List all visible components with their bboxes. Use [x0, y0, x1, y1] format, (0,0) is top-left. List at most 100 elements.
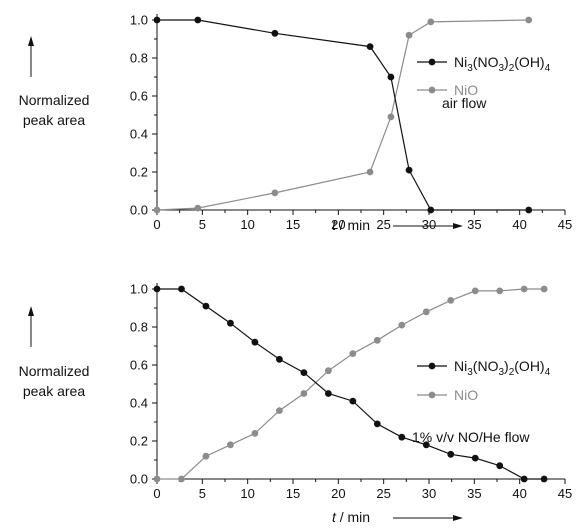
data-point-nio: [427, 18, 435, 26]
x-tick-label: 15: [286, 217, 300, 232]
data-point-nitrate: [373, 420, 381, 428]
data-point-nio: [520, 285, 528, 293]
formula-part: (OH): [514, 358, 544, 374]
formula-part: ): [504, 358, 509, 374]
data-point-nio: [251, 430, 259, 437]
x-axis-arrow-head: [453, 515, 463, 521]
y-tick-label: 0.0: [130, 472, 148, 487]
data-point-nio: [349, 350, 357, 357]
data-point-nitrate: [271, 29, 279, 37]
formula-subscript: 3: [498, 63, 504, 74]
y-tick-label: 0.8: [130, 51, 148, 66]
data-point-nio: [387, 113, 395, 121]
x-tick-label: 30: [422, 486, 436, 501]
data-point-nitrate: [251, 338, 259, 346]
y-axis-label-line-2: peak area: [23, 112, 85, 128]
x-axis-label-variable: t: [332, 509, 337, 525]
data-point-nio: [525, 16, 533, 24]
x-axis-label-variable: t: [332, 217, 337, 233]
y-tick-label: 0.8: [130, 320, 148, 335]
data-point-nitrate: [276, 355, 283, 363]
x-tick-label: 25: [376, 217, 390, 232]
data-point-nio: [276, 407, 283, 414]
data-point-nitrate: [427, 206, 435, 214]
legend-nio-marker: [428, 86, 436, 94]
formula-subscript: 3: [467, 367, 473, 378]
series-nitrate-line: [157, 288, 545, 480]
data-point-nitrate: [520, 475, 528, 483]
y-tick-label: 0.6: [130, 358, 148, 373]
formula-part: NiO: [454, 82, 478, 98]
formula-subscript: 2: [509, 367, 515, 378]
legend-nitrate-marker: [428, 58, 436, 66]
formula-part: (NO: [473, 358, 499, 374]
data-point-nio: [324, 367, 332, 375]
x-tick-label: 0: [153, 486, 160, 501]
formula-part: (OH): [514, 54, 544, 70]
data-point-nio: [496, 287, 504, 295]
series-nitrate-line: [157, 19, 529, 211]
data-point-nio: [178, 475, 185, 483]
data-point-nitrate: [398, 433, 406, 441]
data-point-nitrate: [153, 16, 161, 24]
data-point-nitrate: [366, 43, 374, 50]
x-tick-label: 20: [331, 486, 345, 501]
x-tick-label: 5: [199, 486, 206, 501]
data-point-nitrate: [540, 475, 548, 483]
data-point-nitrate: [227, 319, 234, 327]
data-point-nio: [202, 452, 210, 460]
x-tick-label: 35: [467, 486, 481, 501]
y-axis-arrow-head: [28, 36, 34, 46]
formula-part: (NO: [473, 54, 499, 70]
data-point-nitrate: [178, 285, 185, 293]
data-point-nitrate: [349, 397, 357, 405]
y-tick-label: 1.0: [130, 282, 148, 297]
flow-condition-annotation: 1% v/v NO/He flow: [412, 429, 530, 445]
data-point-nio: [271, 189, 279, 197]
y-tick-label: 1.0: [130, 13, 148, 28]
data-point-nio: [300, 390, 308, 397]
y-tick-label: 0.4: [130, 396, 148, 411]
legend-nio-label: NiO: [454, 387, 478, 403]
data-point-nio: [153, 206, 161, 214]
y-tick-label: 0.4: [130, 127, 148, 142]
data-point-nitrate: [496, 462, 504, 470]
y-tick-label: 0.0: [130, 203, 148, 218]
data-point-nitrate: [525, 206, 533, 214]
y-axis-label-line-2: peak area: [23, 383, 85, 399]
formula-subscript: 4: [545, 63, 551, 74]
x-axis-label: t / min: [332, 509, 370, 525]
legend-nitrate-label: Ni3(NO3)2(OH)4: [454, 358, 551, 378]
formula-subscript: 3: [498, 367, 504, 378]
legend-nitrate-label: Ni3(NO3)2(OH)4: [454, 54, 551, 74]
x-axis-label: t / min: [332, 217, 370, 233]
data-point-nitrate: [324, 390, 332, 397]
data-point-nitrate: [194, 16, 202, 24]
data-point-nio: [471, 287, 479, 295]
data-point-nio: [422, 308, 430, 316]
y-tick-label: 0.2: [130, 165, 148, 180]
legend-nitrate-marker: [428, 362, 436, 370]
x-tick-label: 40: [512, 486, 526, 501]
x-tick-label: 10: [240, 486, 254, 501]
x-tick-label: 35: [467, 217, 481, 232]
x-tick-label: 45: [558, 217, 572, 232]
y-axis-arrow-head: [28, 306, 34, 316]
flow-condition-annotation: air flow: [442, 95, 487, 111]
data-point-nio: [405, 31, 413, 39]
x-tick-label: 0: [153, 217, 160, 232]
data-point-nitrate: [153, 285, 161, 293]
data-point-nitrate: [422, 441, 430, 449]
data-point-nitrate: [405, 166, 413, 174]
data-point-nio: [447, 297, 455, 304]
data-point-nio: [373, 336, 381, 344]
formula-subscript: 4: [545, 367, 551, 378]
x-axis-label-unit: / min: [336, 217, 370, 233]
data-point-nio: [153, 475, 161, 483]
formula-subscript: 3: [467, 63, 473, 74]
x-tick-label: 45: [558, 486, 572, 501]
panel-2-chart: 0.0 0.2 0.4 0.6 0.8 1.0 0 5 10 15 20 25 30 35 40 45 t / …: [19, 282, 573, 526]
data-point-nio: [540, 285, 548, 293]
x-tick-label: 20: [331, 217, 345, 232]
